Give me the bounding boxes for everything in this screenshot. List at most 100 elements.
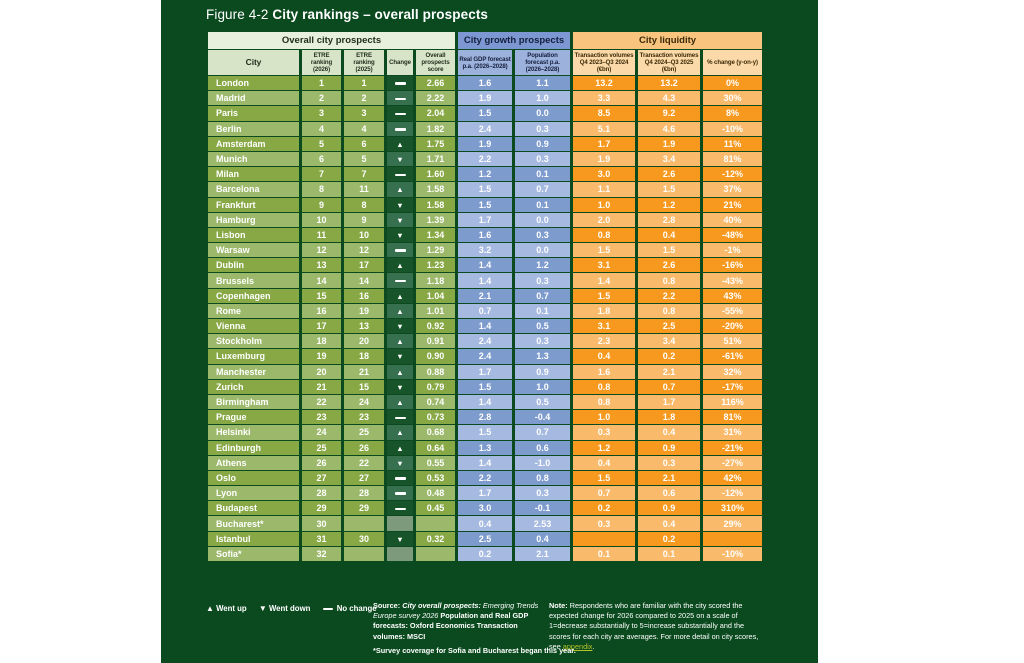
- cell-rank-2025: 18: [341, 348, 387, 365]
- cell-population-forecast: -1.0: [512, 454, 574, 471]
- cell-population-forecast: 0.3: [512, 272, 574, 289]
- cell-rank-2026: 3: [299, 105, 344, 122]
- cell-city: Rome: [205, 302, 302, 320]
- cell-rank-2025: 9: [341, 211, 387, 228]
- table-row: Zurich 21 15 ▼ 0.79 1.5 1.0 0.8 0.7 -17%: [205, 378, 766, 395]
- cell-transaction-2024: 1.5: [570, 469, 639, 487]
- cell-population-forecast: 1.1: [512, 74, 574, 92]
- cell-city: Prague: [205, 409, 302, 426]
- cell-transaction-2025: 1.5: [635, 181, 704, 198]
- down-arrow-icon: ▼: [396, 534, 404, 544]
- cell-pct-change: 42%: [700, 469, 766, 487]
- cell-transaction-2025: 1.7: [635, 393, 704, 411]
- cell-gdp-forecast: 1.2: [455, 166, 516, 183]
- cell-transaction-2025: 2.1: [635, 469, 704, 487]
- cell-pct-change: -10%: [700, 120, 766, 137]
- change-indicator: ▼: [384, 317, 416, 335]
- cell-transaction-2025: 2.2: [635, 287, 704, 304]
- cell-transaction-2024: 1.9: [570, 150, 639, 168]
- appendix-link[interactable]: appendix: [562, 641, 593, 651]
- cell-transaction-2024: 0.4: [570, 454, 639, 471]
- table-row: Birmingham 22 24 ▲ 0.74 1.4 0.5 0.8 1.7 116%: [205, 393, 766, 411]
- change-indicator: [384, 500, 416, 517]
- change-indicator: [384, 469, 416, 487]
- cell-city: Budapest: [205, 500, 302, 517]
- cell-gdp-forecast: 1.9: [455, 90, 516, 107]
- cell-city: Bucharest*: [205, 515, 302, 532]
- cell-rank-2025: 16: [341, 287, 387, 304]
- cell-rank-2026: 29: [299, 500, 344, 517]
- text-segment: City overall prospects:: [402, 601, 483, 610]
- cell-score: 1.39: [412, 211, 459, 228]
- cell-city: Manchester: [205, 363, 302, 380]
- cell-transaction-2024: 2.3: [570, 333, 639, 350]
- cell-score: 1.34: [412, 226, 459, 244]
- cell-rank-2026: 32: [299, 545, 344, 563]
- cell-score: 1.75: [412, 135, 459, 152]
- cell-transaction-2024: 0.3: [570, 515, 639, 532]
- cell-rank-2025: 15: [341, 378, 387, 395]
- table-row: Lisbon 11 10 ▼ 1.34 1.6 0.3 0.8 0.4 -48%: [205, 226, 766, 244]
- cell-population-forecast: 1.3: [512, 348, 574, 365]
- change-indicator: ▼: [384, 196, 416, 213]
- text-segment: Emerging Trends Europe survey 2026: [373, 601, 539, 621]
- cell-gdp-forecast: 1.6: [455, 74, 516, 92]
- cell-score: 0.55: [412, 454, 459, 471]
- cell-city: Sofia*: [205, 545, 302, 563]
- cell-city: Zurich: [205, 378, 302, 395]
- cell-transaction-2025: 0.2: [635, 348, 704, 365]
- cell-pct-change: -21%: [700, 439, 766, 456]
- cell-transaction-2024: 1.4: [570, 272, 639, 289]
- up-arrow-icon: ▲: [396, 306, 404, 316]
- group-header-row: Overall city prospects City growth prosp…: [204, 31, 766, 50]
- up-arrow-icon: ▲: [396, 428, 404, 438]
- change-indicator: [384, 90, 416, 107]
- cell-transaction-2025: 0.4: [635, 424, 704, 441]
- cell-rank-2026: 14: [299, 272, 344, 289]
- cell-rank-2025: 3: [341, 105, 387, 122]
- cell-population-forecast: 2.1: [512, 545, 574, 563]
- cell-transaction-2024: 1.8: [570, 302, 639, 320]
- cell-score: 1.01: [412, 302, 459, 320]
- cell-city: Dublin: [205, 257, 302, 274]
- cell-transaction-2025: 0.4: [635, 515, 704, 532]
- cell-score: [412, 515, 459, 532]
- cell-rank-2025: 11: [341, 181, 387, 198]
- cell-rank-2026: 16: [299, 302, 344, 320]
- cell-population-forecast: 0.8: [512, 469, 574, 487]
- cell-city: Brussels: [205, 272, 302, 289]
- cell-gdp-forecast: 1.4: [455, 272, 516, 289]
- col-header-transaction-volumes-2025: Transaction volumes Q4 2024–Q3 2025 (€bn…: [635, 49, 704, 76]
- cell-population-forecast: 0.3: [512, 226, 574, 244]
- cell-gdp-forecast: 1.5: [455, 424, 516, 441]
- cell-city: Paris: [205, 105, 302, 122]
- cell-gdp-forecast: 1.4: [455, 257, 516, 274]
- cell-rank-2026: 21: [299, 378, 344, 395]
- down-arrow-icon: ▼: [396, 155, 404, 165]
- change-indicator: ▲: [384, 257, 416, 274]
- table-row: Helsinki 24 25 ▲ 0.68 1.5 0.7 0.3 0.4 31%: [205, 424, 766, 441]
- cell-pct-change: -61%: [700, 348, 766, 365]
- cell-transaction-2024: 3.1: [570, 257, 639, 274]
- cell-rank-2025: 1: [341, 74, 387, 92]
- cell-pct-change: 31%: [700, 424, 766, 441]
- cell-city: Luxemburg: [205, 348, 302, 365]
- legend-no-change: No change: [322, 604, 377, 613]
- col-header-pct-change: % change (y-on-y): [700, 49, 766, 76]
- cell-score: 1.23: [412, 257, 459, 274]
- cell-score: 0.92: [412, 317, 459, 335]
- col-header-overall-prospects-score: Overall prospects score: [412, 49, 459, 76]
- cell-score: 0.90: [412, 348, 459, 365]
- cell-rank-2026: 22: [299, 393, 344, 411]
- cell-population-forecast: 0.1: [512, 166, 574, 183]
- change-indicator: ▲: [384, 363, 416, 380]
- change-indicator: ▼: [384, 226, 416, 244]
- cell-transaction-2025: 1.2: [635, 196, 704, 213]
- cell-transaction-2024: 3.1: [570, 317, 639, 335]
- cell-gdp-forecast: 0.2: [455, 545, 516, 563]
- footnote: *Survey coverage for Sofia and Bucharest…: [373, 646, 576, 655]
- cell-transaction-2025: 0.8: [635, 302, 704, 320]
- cell-rank-2025: 21: [341, 363, 387, 380]
- change-indicator: [384, 242, 416, 259]
- cell-city: Lisbon: [205, 226, 302, 244]
